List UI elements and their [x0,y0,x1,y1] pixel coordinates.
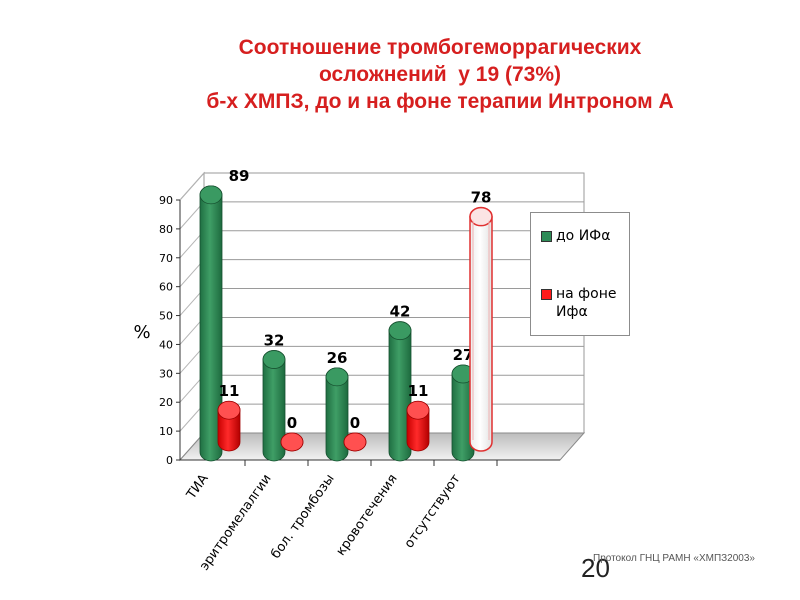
legend-item-series-1: до ИФα [541,227,628,245]
y-tick-label: 0 [166,454,173,467]
x-tick-label: отсутствуют [402,471,464,551]
chart-title: Соотношение тромбогеморрагических осложн… [0,34,800,115]
bar-top [199,185,223,205]
bar-top [388,321,412,341]
bar-до-ИФα-бол.-тромбозы [325,367,349,462]
y-tick-label: 20 [159,396,173,409]
data-label: 11 [219,382,240,400]
title-line-3: б-х ХМПЗ, до и на фоне терапии Интроном … [206,90,674,113]
bar-на-фоне-Ифα-эритромелалгии [280,432,304,452]
title-line-2: осложнений у 19 (73%) [319,63,561,86]
data-label: 0 [287,414,297,432]
bar-top [469,206,493,227]
bar-на-фоне-Ифα-кровотечения [406,400,430,452]
bar-на-фоне-Ифα-ТИА [217,400,241,452]
y-tick-label: 60 [159,281,173,294]
y-tick-label: 90 [159,194,173,207]
y-tick-label: 70 [159,252,173,265]
bar-top [217,400,241,420]
legend-label-series-1: до ИФα [556,228,611,244]
y-tick-label: 80 [159,223,173,236]
data-label: 42 [390,303,411,321]
y-tick-label: 50 [159,310,173,323]
data-label: 89 [229,167,250,185]
legend-swatch-series-1 [541,231,552,242]
bar-до-ИФα-кровотечения [388,321,412,462]
slide-number: 20 [581,553,610,583]
legend-item-series-2: на фоне Ифα [541,285,628,321]
data-label: 27 [453,346,474,364]
x-tick-label: ТИА [184,472,212,503]
data-label: 11 [408,382,429,400]
bar-top [280,432,304,452]
x-tick-label: эритромелалгии [197,472,275,574]
legend-swatch-series-2 [541,289,552,300]
data-label: 32 [264,332,285,350]
y-tick-label: 40 [159,338,173,351]
bar-до-ИФα-отсутствуют [451,364,475,462]
bar-top [325,367,349,387]
bar-на-фоне-Ифα-отсутствуют [469,206,493,452]
data-label: 0 [350,414,360,432]
gridline-side [179,172,205,201]
bar-до-ИФα-ТИА [199,185,223,462]
bar-inner-outline [472,220,490,440]
bar-top [406,400,430,420]
y-tick-label: 30 [159,367,173,380]
bar-до-ИФα-эритромелалгии [262,350,286,462]
chart-legend: до ИФα на фоне Ифα [530,212,630,336]
y-tick-label: 10 [159,425,173,438]
bar-top [343,432,367,452]
data-label: 78 [471,189,492,207]
legend-label-series-2: на фоне Ифα [556,286,617,320]
data-label: 26 [327,349,348,367]
y-axis-label: % [133,322,150,343]
x-tick-label: кровотечения [333,472,400,559]
title-line-1: Соотношение тромбогеморрагических [238,36,642,59]
footer-note: Протокол ГНЦ РАМН «ХМПЗ2003» [593,553,755,564]
x-tick-label: бол. тромбозы [268,472,337,562]
bar-top [262,350,286,369]
chart-floor [178,432,586,461]
bar-на-фоне-Ифα-бол.-тромбозы [343,432,367,452]
